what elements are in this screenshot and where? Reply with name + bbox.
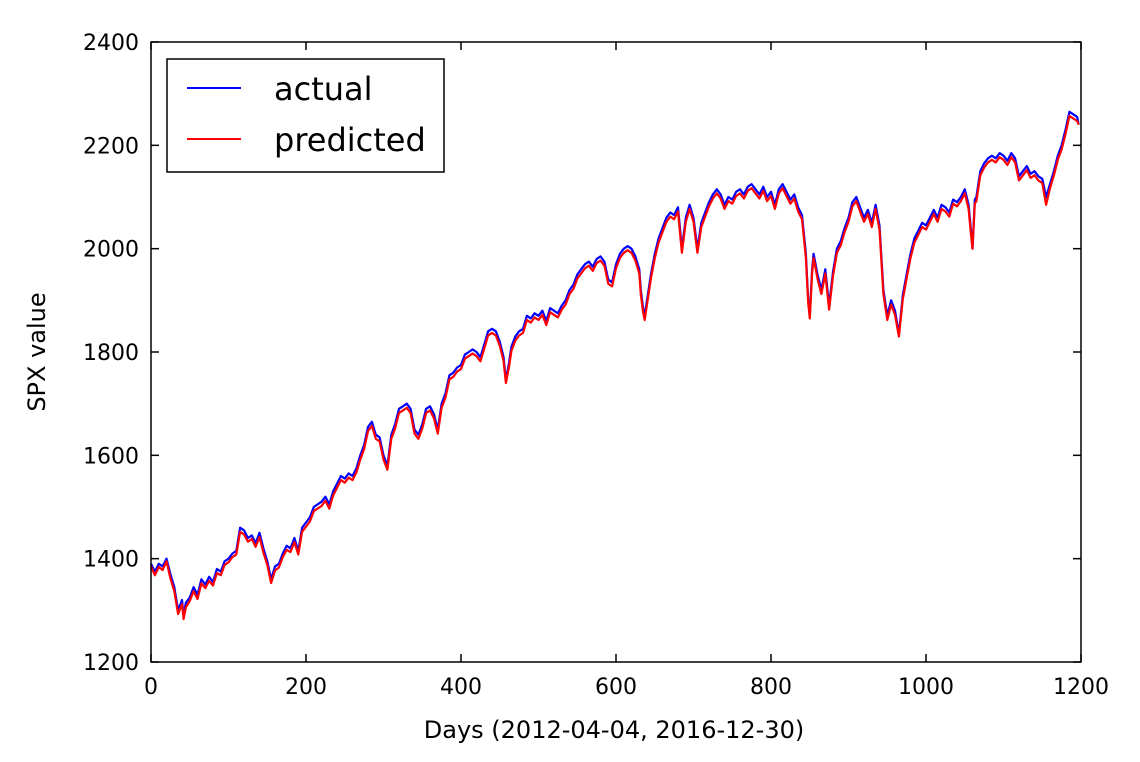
- series-line-predicted: [149, 114, 1080, 621]
- axes-frame: [150, 41, 1082, 663]
- y-tick-label: 2400: [83, 31, 139, 56]
- legend-label-actual: actual: [274, 70, 373, 108]
- y-axis-label: SPX value: [23, 292, 51, 411]
- x-tick-label: 800: [750, 675, 792, 700]
- y-tick-label: 2000: [83, 238, 139, 263]
- plot-area: 0 200 400 600 800 1000 1200 1200 1400 1600 1800 20…: [83, 31, 1109, 700]
- x-tick-label: 600: [595, 675, 637, 700]
- y-tick-label: 1600: [83, 444, 139, 469]
- y-tick-label: 2200: [83, 134, 139, 159]
- x-tick-label: 1000: [898, 675, 954, 700]
- x-axis-ticks: 0 200 400 600 800 1000 1200: [144, 42, 1109, 700]
- legend-box: [166, 58, 445, 173]
- x-tick-label: 0: [144, 675, 158, 700]
- y-tick-label: 1200: [83, 651, 139, 676]
- x-tick-label: 400: [440, 675, 482, 700]
- y-axis-ticks: 1200 1400 1600 1800 2000 2200 2400: [83, 31, 1081, 676]
- x-axis-label: Days (2012-04-04, 2016-12-30): [424, 716, 804, 744]
- y-tick-label: 1400: [83, 548, 139, 573]
- legend-label-predicted: predicted: [274, 121, 426, 159]
- series-line-actual: [150, 110, 1080, 617]
- legend: actual predicted: [166, 58, 445, 173]
- y-tick-label: 1800: [83, 341, 139, 366]
- x-tick-label: 200: [285, 675, 327, 700]
- series-layer: [149, 110, 1080, 621]
- x-tick-label: 1200: [1053, 675, 1109, 700]
